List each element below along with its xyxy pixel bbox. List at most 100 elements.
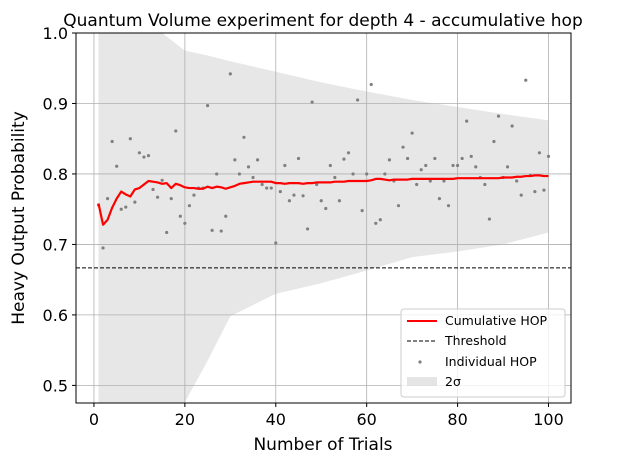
individual-hop-point [128,137,132,141]
x-tick-label: 0 [89,410,99,429]
y-axis-ticks: 0.5 0.6 0.7 0.8 0.9 1.0 [43,24,76,395]
individual-hop-layer [96,72,551,250]
individual-hop-point [487,217,492,221]
individual-hop-point [124,205,128,209]
legend-label-two-sigma: 2σ [445,374,461,389]
individual-hop-point [524,78,528,82]
individual-hop-point [255,158,260,162]
individual-hop-point [428,179,432,183]
individual-hop-point [183,221,187,225]
legend: Cumulative HOP Threshold Individual HOP … [400,308,566,398]
individual-hop-point [365,172,369,176]
individual-hop-point [151,187,155,192]
individual-hop-point [483,182,487,187]
individual-hop-point [137,151,142,155]
individual-hop-point [101,246,105,250]
individual-hop-point [146,154,151,158]
individual-hop-point [205,103,210,108]
individual-hop-point [387,158,392,162]
x-axis-label: Number of Trials [253,435,392,455]
individual-hop-point [396,204,401,208]
individual-hop-point [424,163,428,168]
individual-hop-point [296,156,301,161]
individual-hop-point [505,165,510,169]
individual-hop-point [283,163,287,168]
individual-hop-point [310,100,314,104]
individual-hop-point [383,172,387,176]
individual-hop-point [433,156,437,161]
legend-swatch-individual-hop [418,360,422,364]
individual-hop-point [346,151,351,155]
individual-hop-point [260,182,264,187]
individual-hop-point [455,163,460,168]
individual-hop-point [160,178,164,182]
y-tick-label: 0.7 [43,235,68,254]
x-tick-label: 100 [533,410,564,429]
individual-hop-point [328,163,332,168]
individual-hop-point [274,241,278,245]
individual-hop-point [460,156,464,161]
y-tick-label: 0.6 [43,306,68,325]
individual-hop-point [542,188,546,192]
x-tick-label: 60 [357,410,377,429]
individual-hop-point [169,197,173,201]
individual-hop-point [178,214,182,218]
individual-hop-point [537,151,542,155]
individual-hop-point [474,165,478,169]
individual-hop-point [437,197,442,201]
x-axis-ticks: 0 20 40 60 80 100 [89,403,564,429]
individual-hop-point [546,154,551,158]
individual-hop-point [219,229,223,233]
x-tick-label: 20 [175,410,195,429]
y-tick-label: 0.9 [43,94,68,113]
individual-hop-point [351,172,355,176]
individual-hop-point [237,172,242,176]
individual-hop-point [119,207,123,211]
individual-hop-point [228,72,232,76]
individual-hop-point [251,175,255,180]
individual-hop-point [115,164,119,168]
individual-hop-point [315,182,319,187]
individual-hop-point [269,186,273,190]
individual-hop-point [278,189,282,194]
individual-hop-point [369,82,373,87]
legend-label-cumulative-hop: Cumulative HOP [445,313,548,328]
individual-hop-point [265,186,269,190]
two-sigma-band [98,33,549,403]
cumulative-hop-line [97,174,549,226]
individual-hop-point [337,199,342,203]
individual-hop-point [360,209,364,213]
individual-hop-point [233,158,237,162]
individual-hop-point [215,172,219,176]
individual-hop-point [465,119,469,123]
individual-hop-point [519,193,523,197]
individual-hop-point [451,163,455,168]
individual-hop-point [378,218,382,222]
individual-hop-point [405,156,410,161]
individual-hop-point [333,175,337,180]
legend-label-individual-hop: Individual HOP [445,354,537,369]
y-tick-label: 0.5 [43,376,68,395]
individual-hop-point [342,157,346,161]
individual-hop-point [224,214,228,218]
individual-hop-point [533,189,537,194]
individual-hop-point [319,199,323,203]
individual-hop-point [446,204,451,208]
individual-hop-point [292,193,296,197]
individual-hop-point [515,179,519,183]
individual-hop-point [415,182,419,187]
x-tick-label: 40 [266,410,286,429]
individual-hop-point [301,194,305,198]
individual-hop-point [110,139,114,144]
individual-hop-point [242,135,246,139]
individual-hop-point [210,228,214,232]
individual-hop-point [469,154,473,158]
two-sigma-band-layer [98,33,549,403]
y-tick-label: 0.8 [43,165,68,184]
cumulative-hop-layer [97,174,549,226]
individual-hop-point [410,131,414,135]
chart-title: Quantum Volume experiment for depth 4 - … [63,11,583,31]
individual-hop-point [442,179,446,183]
individual-hop-point [419,168,423,172]
